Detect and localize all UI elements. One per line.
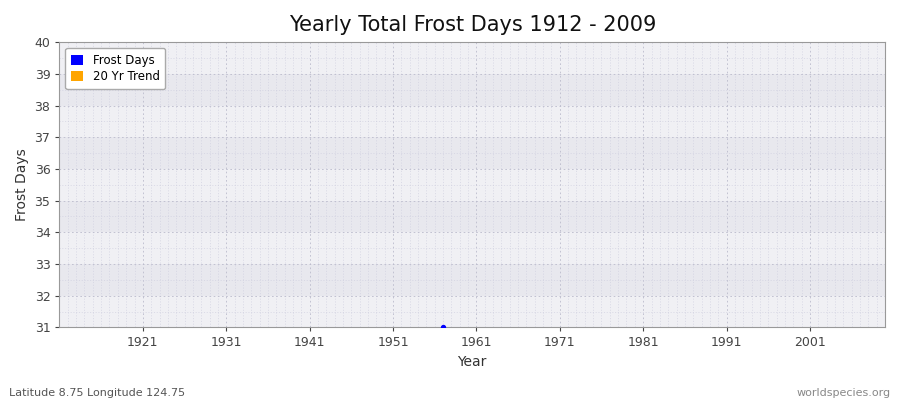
Bar bbox=[59, 296, 885, 328]
Bar bbox=[59, 137, 885, 169]
X-axis label: Year: Year bbox=[457, 355, 487, 369]
Text: worldspecies.org: worldspecies.org bbox=[796, 388, 891, 398]
Bar bbox=[59, 264, 885, 296]
Bar bbox=[59, 169, 885, 201]
Bar bbox=[59, 42, 885, 74]
Bar bbox=[59, 106, 885, 137]
Bar bbox=[59, 201, 885, 232]
Y-axis label: Frost Days: Frost Days bbox=[15, 148, 29, 221]
Point bbox=[436, 324, 450, 331]
Bar bbox=[59, 74, 885, 106]
Legend: Frost Days, 20 Yr Trend: Frost Days, 20 Yr Trend bbox=[66, 48, 166, 89]
Text: Latitude 8.75 Longitude 124.75: Latitude 8.75 Longitude 124.75 bbox=[9, 388, 185, 398]
Bar bbox=[59, 232, 885, 264]
Title: Yearly Total Frost Days 1912 - 2009: Yearly Total Frost Days 1912 - 2009 bbox=[289, 15, 656, 35]
